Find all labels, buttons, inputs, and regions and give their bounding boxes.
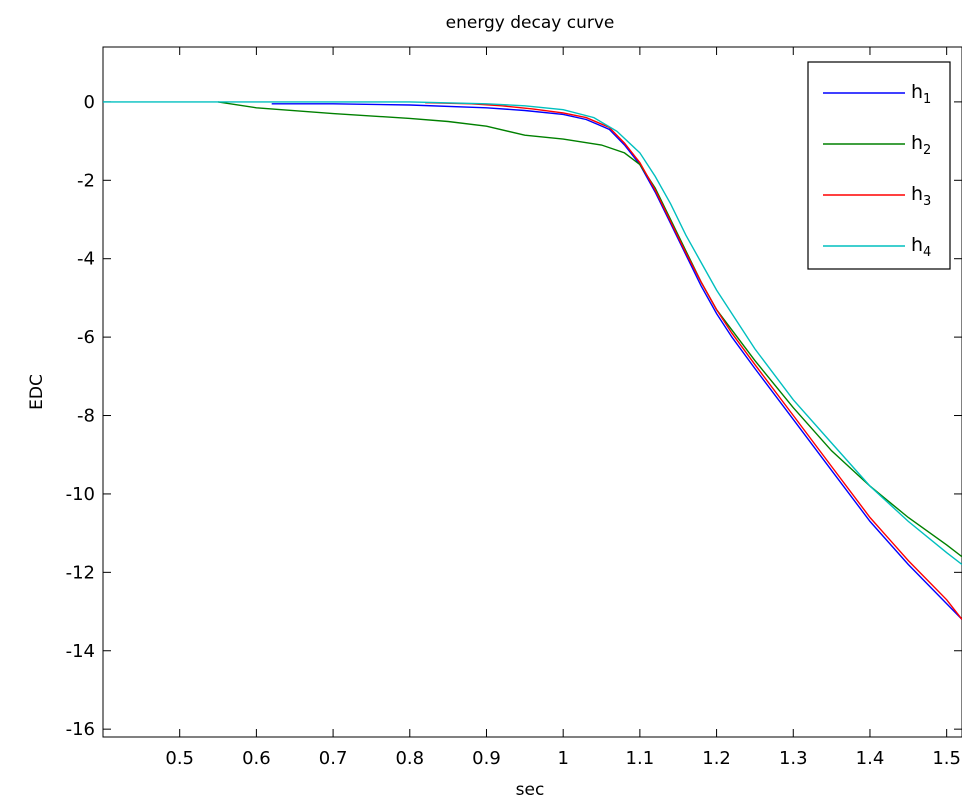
x-tick-label: 1.5 (932, 748, 961, 769)
y-tick-label: -8 (77, 406, 95, 427)
x-tick-label: 0.5 (165, 748, 194, 769)
axis-ticks (103, 47, 962, 737)
y-tick-label: -2 (77, 170, 95, 191)
y-tick-label: -12 (66, 562, 95, 583)
x-tick-label: 0.6 (242, 748, 271, 769)
axis-tick-labels: 0.5 0.6 0.7 0.8 0.9 1 1.1 1.2 1.3 1.4 1.5 0 -2 -4 -6 -8… (66, 92, 961, 769)
series-line-h4 (103, 101, 962, 566)
x-tick-label: 1.3 (779, 748, 808, 769)
series-line-h2 (217, 101, 962, 558)
x-tick-label: 0.7 (319, 748, 348, 769)
x-tick-label: 1 (557, 748, 568, 769)
y-tick-label: -16 (66, 719, 95, 740)
series-lines (103, 101, 962, 620)
series-line-h1 (271, 103, 962, 620)
x-tick-label: 0.8 (395, 748, 424, 769)
y-tick-label: -14 (66, 641, 95, 662)
y-tick-label: -4 (77, 249, 95, 270)
x-axis-label: sec (516, 780, 545, 800)
x-tick-label: 1.2 (702, 748, 731, 769)
chart-title: energy decay curve (446, 13, 615, 33)
legend-box (807, 61, 951, 270)
y-tick-label: -10 (66, 484, 95, 505)
x-tick-label: 1.1 (626, 748, 655, 769)
x-tick-label: 0.9 (472, 748, 501, 769)
x-tick-label: 1.4 (856, 748, 885, 769)
y-tick-label: 0 (84, 92, 95, 113)
y-tick-label: -6 (77, 327, 95, 348)
y-axis-label: EDC (27, 374, 47, 410)
series-line-h3 (425, 102, 962, 620)
